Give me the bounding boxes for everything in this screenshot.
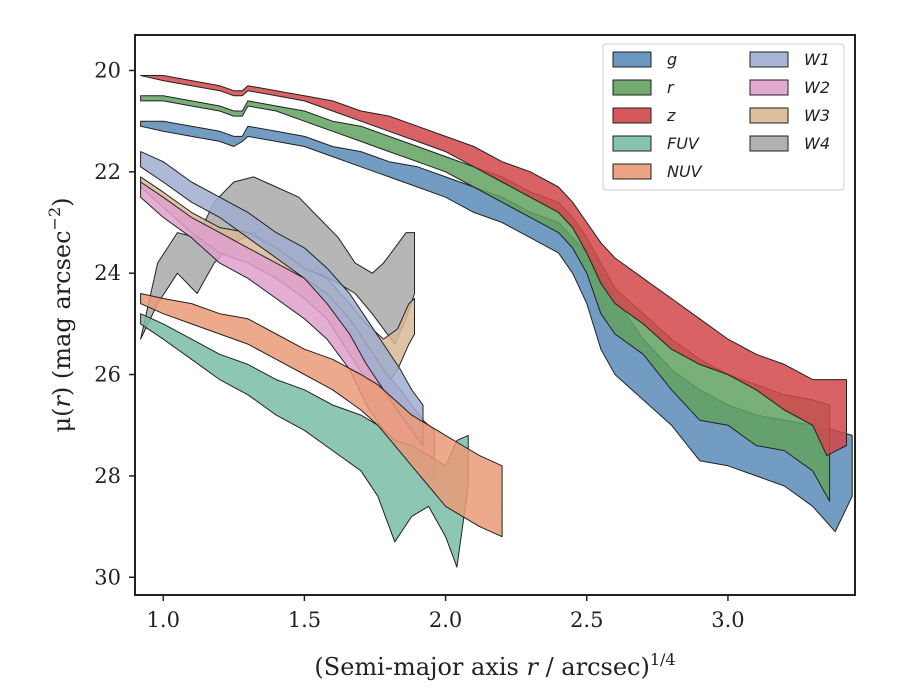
legend-label-fuv: FUV (667, 134, 700, 153)
legend-label-w1: W1 (804, 50, 830, 69)
y-tick-label: 22 (94, 160, 121, 184)
legend-swatch-r (612, 79, 652, 96)
band-nuv (140, 293, 503, 538)
x-tick-label: 2.5 (570, 608, 603, 632)
legend-swatch-w4 (749, 135, 789, 152)
band-g (140, 120, 853, 533)
legend-label-w3: W3 (804, 106, 830, 125)
legend-swatch-nuv (612, 163, 652, 180)
legend: grz FUV NUV W1 W2 W3 W4 (602, 43, 845, 191)
x-tick-label: 2.0 (429, 608, 462, 632)
legend-swatch-g (612, 51, 652, 68)
legend-swatch-w2 (749, 79, 789, 96)
band-z (140, 75, 847, 457)
legend-label-w4: W4 (804, 134, 830, 153)
x-tick-label: 1.0 (147, 608, 180, 632)
legend-label-nuv: NUV (667, 162, 703, 181)
series-layer (140, 75, 853, 568)
legend-label-w2: W2 (804, 78, 830, 97)
legend-swatch-w3 (749, 107, 789, 124)
x-tick-label: 3.0 (711, 608, 744, 632)
legend-items: grz FUV NUV W1 W2 W3 W4 (612, 50, 830, 181)
x-tick-label: 1.5 (288, 608, 321, 632)
legend-swatch-z (612, 107, 652, 124)
y-tick-label: 20 (94, 58, 121, 82)
legend-label-r: r (667, 78, 675, 97)
band-r (140, 95, 831, 502)
y-tick-label: 26 (94, 363, 121, 387)
plot-frame (134, 34, 856, 596)
legend-label-z: z (666, 106, 676, 125)
y-tick-label: 28 (94, 464, 121, 488)
legend-swatch-w1 (749, 51, 789, 68)
y-tick-label: 30 (94, 565, 121, 589)
legend-label-g: g (667, 50, 677, 69)
y-axis-label: μ(r) (mag arcsec−2) (45, 197, 76, 432)
ticks-layer: 1.0 1.5 2.0 2.5 3.0 20 22 24 26 28 30 (94, 58, 744, 632)
x-axis-label: (Semi-major axis r / arcsec)1/4 (314, 650, 675, 681)
y-tick-label: 24 (94, 261, 121, 285)
legend-swatch-fuv (612, 135, 652, 152)
